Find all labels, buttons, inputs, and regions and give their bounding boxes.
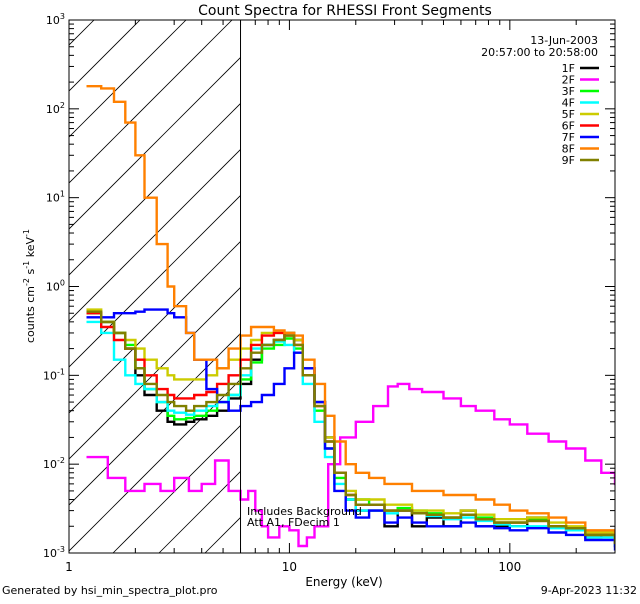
hatch-line xyxy=(0,0,115,553)
x-tick-label: 100 xyxy=(498,560,521,574)
footer-timestamp: 9-Apr-2023 11:32 xyxy=(541,584,637,597)
hatch-line xyxy=(69,148,241,322)
date-label: 13-Jun-2003 xyxy=(530,34,598,47)
hatch-line xyxy=(251,0,640,553)
y-tick-label: 101 xyxy=(46,190,65,205)
hatch-line xyxy=(69,332,241,506)
series-line-2F xyxy=(86,382,615,548)
hatch-line xyxy=(69,240,241,414)
footer-generated-by: Generated by hsi_min_spectra_plot.pro xyxy=(2,584,218,597)
y-tick-label: 102 xyxy=(46,101,65,116)
y-tick-label: 10-1 xyxy=(43,367,65,382)
time-range-label: 20:57:00 to 20:58:00 xyxy=(481,46,598,59)
legend-label-8F: 8F xyxy=(562,143,575,156)
hatch-line xyxy=(297,0,640,553)
y-tick-label: 103 xyxy=(46,12,65,27)
y-axis-label: counts cm-2 s-1 keV-1 xyxy=(22,229,37,343)
hatch-line xyxy=(112,424,241,553)
series-layer xyxy=(86,85,615,551)
hatch-line xyxy=(69,20,187,138)
legend-label-6F: 6F xyxy=(562,120,575,133)
series-line-8F xyxy=(86,85,615,539)
hatch-line xyxy=(69,20,141,92)
chart-title: Count Spectra for RHESSI Front Segments xyxy=(198,3,492,19)
hatch-line xyxy=(69,378,241,552)
y-tick-label: 10-3 xyxy=(43,545,65,560)
legend-label-9F: 9F xyxy=(562,154,575,167)
x-tick-label: 10 xyxy=(282,560,297,574)
legend-label-4F: 4F xyxy=(562,97,575,110)
y-tick-label: 10-2 xyxy=(43,456,65,471)
axes: 1 10 100 10-3 10-2 10-1 100 101 102 103 xyxy=(43,12,616,574)
x-axis-label: Energy (keV) xyxy=(305,575,382,589)
excluded-energy-hatch xyxy=(0,0,640,553)
hatch-line xyxy=(69,194,241,368)
y-tick-label: 100 xyxy=(46,279,65,294)
hatch-line xyxy=(69,20,233,184)
legend-label-2F: 2F xyxy=(562,74,575,87)
hatch-line xyxy=(69,286,241,460)
legend-label-7F: 7F xyxy=(562,131,575,144)
series-line-9F xyxy=(86,310,615,545)
annotation-attenuator: Att A1, FDecim 1 xyxy=(247,516,340,529)
hatch-line xyxy=(69,102,241,276)
annotation-background: Includes Background xyxy=(247,505,362,518)
legend-label-1F: 1F xyxy=(562,62,575,75)
legend-label-5F: 5F xyxy=(562,108,575,121)
legend-label-3F: 3F xyxy=(562,85,575,98)
x-tick-label: 1 xyxy=(65,560,73,574)
